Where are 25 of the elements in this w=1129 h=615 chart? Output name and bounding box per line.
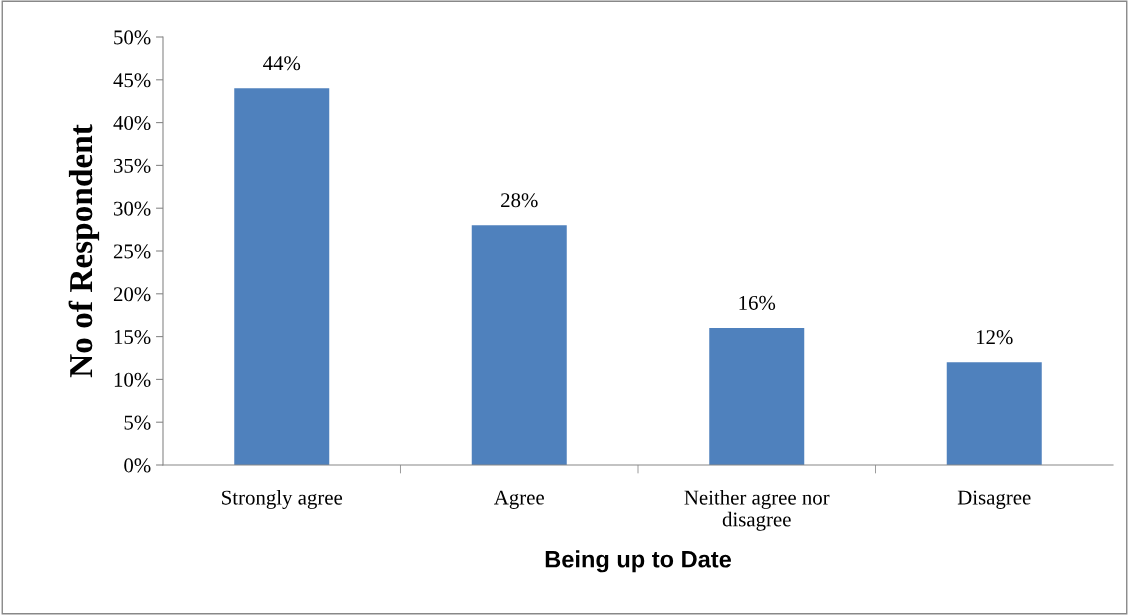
data-label: 12%	[976, 330, 1013, 345]
y-tick-label: 20%	[113, 287, 151, 302]
x-tick-label: Strongly agree	[222, 490, 343, 509]
y-tick-label: 25%	[113, 244, 151, 259]
bar	[709, 328, 805, 465]
y-tick-label: 15%	[114, 329, 151, 345]
x-axis-title: Being up to Date	[545, 550, 731, 573]
bar	[234, 88, 330, 465]
bar	[946, 362, 1042, 465]
data-label: 16%	[739, 295, 776, 310]
y-tick-label: 10%	[114, 372, 151, 387]
y-tick-label: 50%	[114, 30, 151, 45]
data-label: 28%	[501, 193, 538, 208]
y-tick-label: 40%	[113, 115, 151, 131]
x-tick-label: Neither agree nor disagree	[684, 490, 830, 531]
y-tick-label: 0%	[124, 458, 151, 473]
bar	[471, 225, 567, 465]
y-tick-label: 35%	[114, 158, 151, 173]
y-axis-title: No of Respondent	[68, 124, 100, 378]
x-tick-label: Disagree	[957, 490, 1031, 509]
y-tick-label: 45%	[113, 73, 151, 88]
data-label: 44%	[263, 56, 301, 71]
y-tick-label: 5%	[124, 415, 151, 430]
x-tick-label: Agree	[494, 490, 544, 509]
y-tick-label: 30%	[114, 201, 151, 216]
